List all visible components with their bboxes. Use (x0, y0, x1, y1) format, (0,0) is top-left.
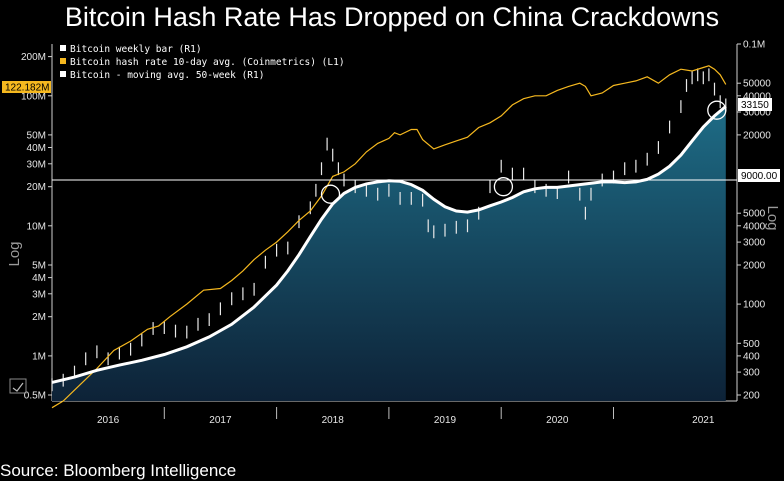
legend-label-moving-avg: Bitcoin - moving avg. 50-week (R1) (70, 70, 264, 81)
right-tick-label: 30000 (743, 108, 771, 119)
highlight-circle (320, 184, 341, 204)
right-tick-label: 1000 (743, 300, 766, 311)
hline-callout-value: 9000.00 (741, 171, 778, 182)
right-tick-label: 500 (743, 339, 760, 350)
moving-avg-area (52, 106, 726, 402)
price-callout: 33150 (738, 98, 772, 111)
right-tick-label: 5000 (743, 209, 766, 220)
hash-rate-series (51, 65, 727, 409)
highlight-circles (320, 100, 727, 204)
right-tick-label: 40000 (743, 91, 771, 102)
hline-callout: 9000.00 (738, 169, 780, 182)
right-tick-label: 50000 (743, 79, 771, 90)
left-tick-label: 50M (27, 130, 46, 141)
left-axis-label: Log (6, 241, 23, 266)
year-label: 2017 (209, 415, 232, 426)
hash-rate-callout: 122.182M (2, 81, 51, 94)
left-tick-label: 4M (32, 273, 46, 284)
left-tick-label: 40M (27, 143, 46, 154)
legend-swatch-bars (60, 45, 66, 51)
year-label: 2018 (322, 415, 345, 426)
right-tick-label: 400 (743, 351, 760, 362)
chart-menu-icon[interactable] (9, 378, 27, 394)
left-tick-label: 200M (21, 52, 46, 63)
left-tick-label: 30M (27, 159, 46, 170)
year-label: 2016 (97, 415, 120, 426)
right-tick-label: 0.1M (743, 40, 765, 51)
legend: Bitcoin weekly bar (R1) Bitcoin hash rat… (60, 44, 345, 81)
source-note: Source: Bloomberg Intelligence (0, 461, 237, 480)
moving-avg-area-fill (52, 106, 726, 402)
left-tick-label: 0.5M (24, 391, 46, 402)
legend-swatch-hash-rate (60, 58, 66, 64)
x-axis: 2016 2017 2018 2019 2020 2021 (97, 407, 715, 426)
legend-swatch-moving-avg (60, 71, 66, 77)
left-tick-label: 2M (32, 312, 46, 323)
highlight-circle (493, 177, 514, 197)
left-tick-label: 3M (32, 289, 46, 300)
hash-rate-callout-value: 122.182M (5, 83, 49, 94)
price-callout-value: 33150 (741, 100, 769, 111)
year-label: 2019 (434, 415, 457, 426)
legend-label-hash-rate: Bitcoin hash rate 10-day avg. (Coinmetri… (70, 57, 345, 68)
moving-avg-line (51, 105, 727, 384)
legend-label-bars: Bitcoin weekly bar (R1) (70, 44, 202, 55)
right-tick-label: 300 (743, 368, 760, 379)
highlight-circle (707, 100, 727, 120)
left-tick-label: 5M (32, 261, 46, 272)
right-axis-label: Log (764, 205, 781, 230)
right-tick-label: 200 (743, 391, 760, 402)
right-tick-label: 20000 (743, 130, 771, 141)
right-tick-label: 2000 (743, 261, 766, 272)
moving-avg-series (51, 105, 727, 384)
left-tick-label: 20M (27, 182, 46, 193)
left-tick-label: 1M (32, 351, 46, 362)
right-tick-label: 3000 (743, 238, 766, 249)
hash-rate-line (51, 65, 727, 409)
year-label: 2020 (546, 415, 569, 426)
right-tick-label: 4000 (743, 221, 766, 232)
left-tick-label: 10M (27, 221, 46, 232)
chart-title: Bitcoin Hash Rate Has Dropped on China C… (64, 2, 720, 32)
left-tick-label: 100M (21, 91, 46, 102)
year-label: 2021 (692, 415, 715, 426)
